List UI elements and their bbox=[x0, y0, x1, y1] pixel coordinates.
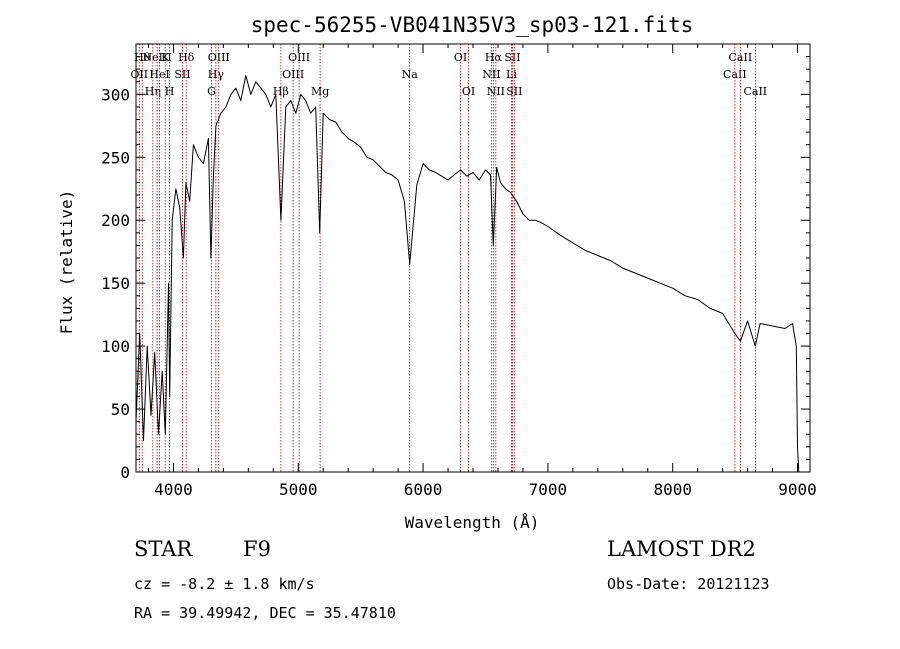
spectral-line-label: H bbox=[165, 85, 175, 98]
y-tick-label: 0 bbox=[120, 463, 130, 482]
x-tick-label: 8000 bbox=[653, 480, 692, 499]
spectral-subclass: F9 bbox=[243, 537, 271, 561]
obs-date: Obs-Date: 20121123 bbox=[607, 575, 770, 593]
spectral-line-label: OIII bbox=[282, 68, 304, 81]
spectral-line-label: OII bbox=[130, 68, 148, 81]
spectral-line-label: NII bbox=[482, 68, 500, 81]
x-tick-label: 9000 bbox=[778, 480, 817, 499]
spectral-line-label: NII bbox=[487, 85, 505, 98]
spectral-line-label: OIII bbox=[288, 51, 310, 64]
y-tick-label: 200 bbox=[101, 211, 130, 230]
spectral-line-label: CaII bbox=[743, 85, 767, 98]
spectral-line-label: SII bbox=[174, 68, 190, 81]
spectral-line-label: Hθ bbox=[134, 51, 151, 64]
spectrum-line bbox=[135, 75, 800, 473]
x-axis-label: Wavelength (Å) bbox=[405, 513, 540, 532]
x-tick-label: 4000 bbox=[154, 480, 193, 499]
survey-name: LAMOST DR2 bbox=[607, 537, 756, 561]
redshift-readout: cz = -8.2 ± 1.8 km/s bbox=[134, 575, 315, 593]
y-tick-label: 250 bbox=[101, 148, 130, 167]
spectral-line-label: SII bbox=[506, 85, 522, 98]
x-tick-label: 5000 bbox=[279, 480, 318, 499]
y-tick-label: 150 bbox=[101, 274, 130, 293]
x-tick-label: 7000 bbox=[529, 480, 568, 499]
spectral-line-label: Li bbox=[506, 68, 517, 81]
spectral-line-label: OI bbox=[454, 51, 467, 64]
spectral-line-label: Hη bbox=[145, 85, 161, 98]
spectral-line-label: K bbox=[161, 51, 170, 64]
spectral-line-label: HeI bbox=[149, 68, 169, 81]
line-marker-layer: OII Hθ Hη NeIII HeI K H SII Hδ G Hγ OIII Hβ OIII OIII M… bbox=[130, 44, 767, 472]
y-tick-label: 300 bbox=[101, 85, 130, 104]
spectral-line-label: CaII bbox=[729, 51, 753, 64]
y-tick-label: 50 bbox=[111, 400, 130, 419]
spectral-line-label: Hβ bbox=[273, 85, 289, 98]
spectral-line-label: SII bbox=[504, 51, 520, 64]
coordinates: RA = 39.49942, DEC = 35.47810 bbox=[134, 604, 396, 622]
spectral-line-label: Na bbox=[402, 68, 419, 81]
x-tick-label: 6000 bbox=[404, 480, 443, 499]
y-tick-label: 100 bbox=[101, 337, 130, 356]
spectral-line-label: NeIII bbox=[143, 51, 172, 64]
object-class: STAR bbox=[134, 537, 193, 561]
series-layer bbox=[135, 75, 800, 473]
y-axis-label: Flux (relative) bbox=[57, 190, 76, 335]
chart-title: spec-56255-VB041N35V3_sp03-121.fits bbox=[251, 13, 694, 37]
spectral-line-label: Hγ bbox=[208, 68, 225, 81]
spectral-line-label: G bbox=[207, 85, 216, 98]
spectral-line-label: OIII bbox=[208, 51, 230, 64]
spectral-line-label: OI bbox=[462, 85, 475, 98]
plot-frame bbox=[135, 43, 811, 473]
spectral-line-label: CaII bbox=[723, 68, 747, 81]
spectral-line-label: Hδ bbox=[178, 51, 195, 64]
spectral-line-label: Mg bbox=[311, 85, 329, 98]
axis-ticks: 4000 5000 6000 7000 8000 9000 0 50 100 150 200 250 3… bbox=[101, 44, 817, 499]
spectral-line-label: Hα bbox=[485, 51, 503, 64]
